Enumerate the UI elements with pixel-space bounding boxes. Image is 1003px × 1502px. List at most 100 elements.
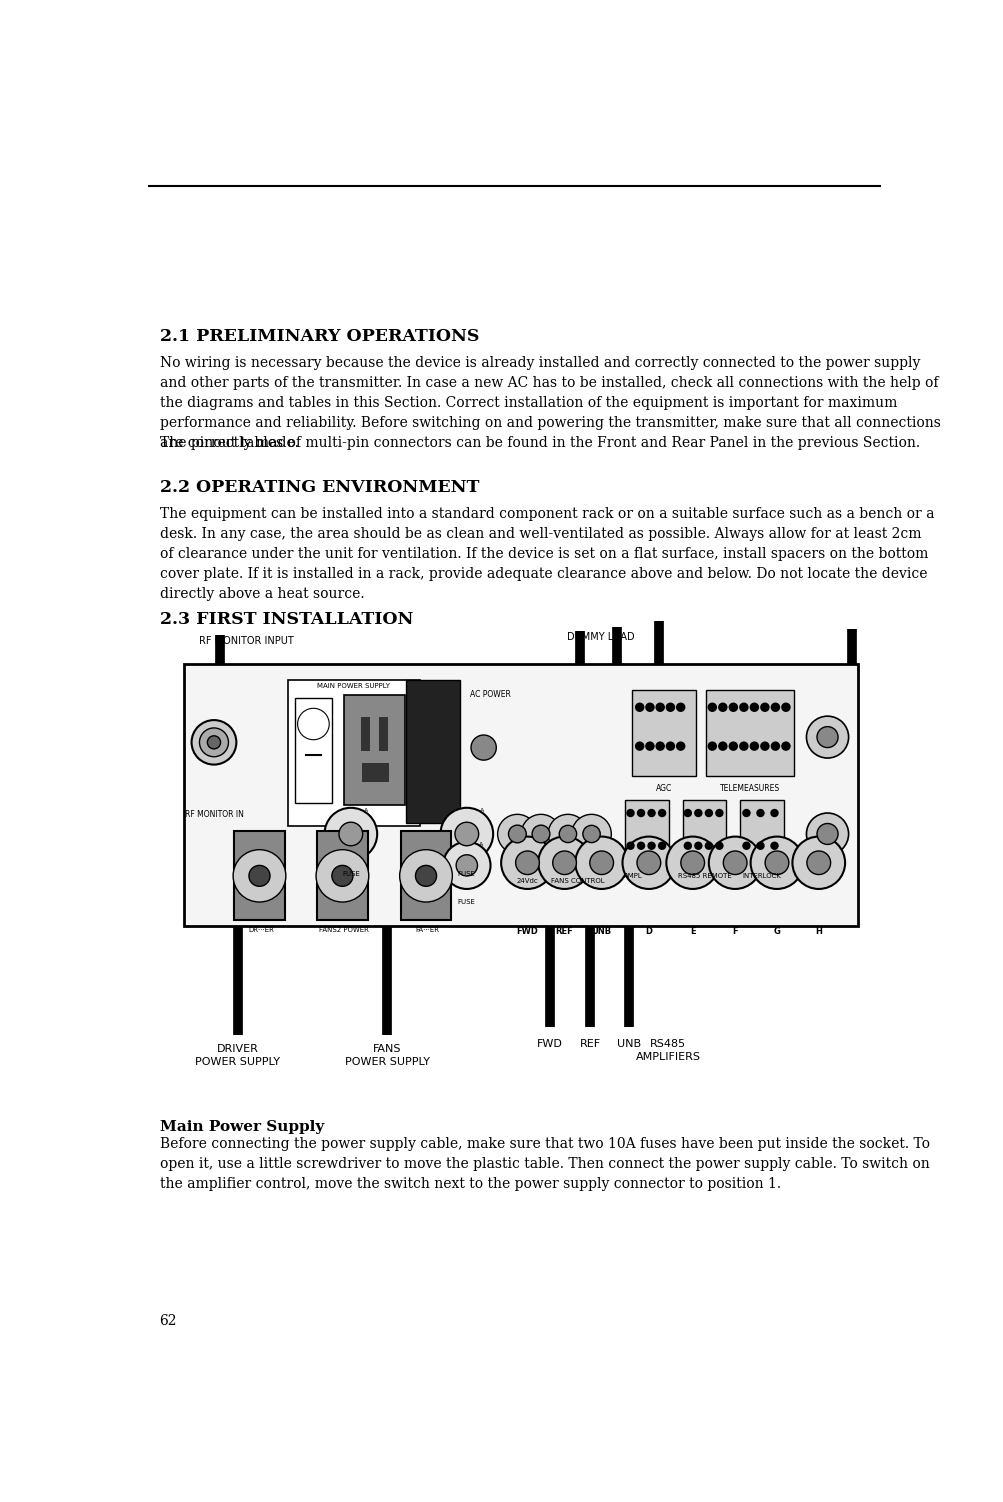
Text: G: G: [772, 927, 779, 936]
Circle shape: [816, 823, 838, 844]
Circle shape: [297, 709, 329, 739]
Circle shape: [655, 742, 664, 751]
Circle shape: [738, 742, 748, 751]
Circle shape: [741, 841, 750, 850]
Circle shape: [750, 837, 802, 889]
Circle shape: [717, 703, 727, 712]
Circle shape: [707, 703, 716, 712]
Circle shape: [675, 703, 685, 712]
Circle shape: [665, 742, 674, 751]
Text: RF MONITOR INPUT: RF MONITOR INPUT: [199, 635, 294, 646]
Text: 62: 62: [159, 1314, 177, 1328]
Circle shape: [415, 865, 436, 886]
Text: F: F: [731, 927, 737, 936]
Text: H: H: [814, 927, 821, 936]
Text: DR···ER: DR···ER: [248, 927, 274, 933]
Bar: [705, 689, 793, 777]
Circle shape: [521, 814, 561, 853]
Bar: [317, 831, 367, 921]
Circle shape: [738, 703, 748, 712]
Text: INTERLOCK: INTERLOCK: [741, 873, 780, 879]
Text: No wiring is necessary because the device is already installed and correctly con: No wiring is necessary because the devic…: [159, 356, 940, 451]
Circle shape: [704, 841, 712, 850]
Text: The equipment can be installed into a standard component rack or on a suitable s: The equipment can be installed into a st…: [159, 506, 933, 601]
Text: 2.3 FIRST INSTALLATION: 2.3 FIRST INSTALLATION: [159, 611, 412, 628]
Circle shape: [634, 703, 644, 712]
Text: 2.1 PRELIMINARY OPERATIONS: 2.1 PRELIMINARY OPERATIONS: [159, 327, 478, 345]
Text: FANS2 POWER: FANS2 POWER: [319, 927, 369, 933]
Circle shape: [645, 742, 654, 751]
Circle shape: [233, 850, 286, 903]
Circle shape: [805, 716, 848, 759]
Text: The pinout tables of multi-pin connectors can be found in the Front and Rear Pan: The pinout tables of multi-pin connector…: [159, 436, 919, 451]
Bar: [625, 801, 668, 865]
Circle shape: [714, 841, 723, 850]
Circle shape: [508, 825, 526, 843]
Circle shape: [208, 736, 221, 749]
Circle shape: [657, 841, 666, 850]
Text: A: A: [364, 808, 368, 813]
Circle shape: [647, 810, 655, 817]
Text: AC POWER: AC POWER: [469, 689, 511, 698]
Text: A: A: [478, 841, 482, 847]
Circle shape: [791, 837, 845, 889]
Circle shape: [516, 852, 539, 874]
Text: RS485
AMPLIFIERS: RS485 AMPLIFIERS: [635, 1039, 700, 1062]
Circle shape: [538, 837, 591, 889]
Circle shape: [769, 810, 778, 817]
Circle shape: [683, 810, 691, 817]
Text: TELEMEASURES: TELEMEASURES: [719, 784, 779, 793]
Circle shape: [666, 837, 718, 889]
Bar: [379, 718, 388, 751]
Circle shape: [769, 841, 778, 850]
Circle shape: [559, 825, 576, 843]
Bar: [682, 801, 726, 865]
Circle shape: [532, 825, 550, 843]
Circle shape: [704, 810, 712, 817]
Bar: [631, 689, 695, 777]
Bar: [234, 831, 285, 921]
Circle shape: [548, 814, 587, 853]
Circle shape: [572, 814, 611, 853]
Circle shape: [192, 719, 236, 765]
Bar: [361, 718, 369, 751]
Text: A: A: [479, 808, 483, 813]
Text: FANS CONTROL: FANS CONTROL: [551, 879, 604, 885]
Circle shape: [200, 728, 229, 757]
Circle shape: [634, 742, 644, 751]
Circle shape: [707, 742, 716, 751]
Circle shape: [316, 850, 368, 903]
Circle shape: [728, 703, 737, 712]
Text: E: E: [689, 927, 695, 936]
Circle shape: [675, 742, 685, 751]
Text: FA···ER: FA···ER: [415, 927, 439, 933]
Text: 2.2 OPERATING ENVIRONMENT: 2.2 OPERATING ENVIRONMENT: [159, 479, 478, 496]
Text: FUSE: FUSE: [342, 871, 359, 877]
Circle shape: [780, 703, 790, 712]
Circle shape: [693, 810, 702, 817]
Text: DRIVER
POWER SUPPLY: DRIVER POWER SUPPLY: [196, 1044, 280, 1068]
Circle shape: [339, 822, 362, 846]
Circle shape: [440, 808, 492, 861]
Text: UNB: UNB: [617, 1039, 641, 1048]
Circle shape: [741, 810, 750, 817]
Circle shape: [553, 852, 576, 874]
Circle shape: [647, 841, 655, 850]
Circle shape: [816, 727, 838, 748]
Circle shape: [728, 742, 737, 751]
Text: UNB: UNB: [591, 927, 611, 936]
Circle shape: [455, 855, 477, 876]
Bar: [406, 679, 459, 823]
Circle shape: [780, 742, 790, 751]
Text: REF: REF: [555, 927, 573, 936]
Circle shape: [657, 810, 666, 817]
Circle shape: [680, 852, 704, 874]
Text: FUSE: FUSE: [457, 900, 475, 906]
Text: RF MONITOR IN: RF MONITOR IN: [185, 811, 243, 820]
Text: FUSE: FUSE: [457, 871, 475, 877]
Circle shape: [583, 825, 600, 843]
Circle shape: [805, 813, 848, 855]
Circle shape: [645, 703, 654, 712]
Circle shape: [759, 742, 769, 751]
Text: FWD: FWD: [516, 927, 538, 936]
